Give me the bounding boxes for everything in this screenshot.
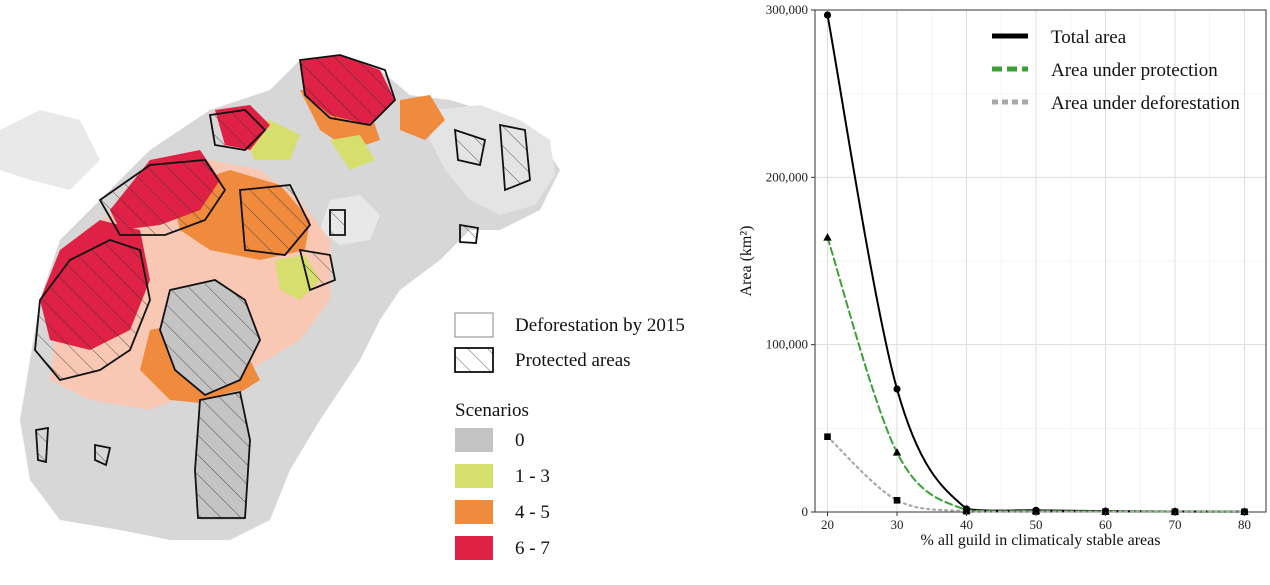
data-point	[823, 233, 832, 241]
chart-grid	[815, 9, 1266, 513]
data-point	[893, 496, 901, 504]
y-tick-label: 0	[802, 504, 809, 519]
legend-label-1: Area under protection	[1051, 60, 1218, 81]
chart-ticks: 20 30 40 50 60 70 80 0 100,000 200,000 300,000	[766, 2, 1251, 532]
scenario-label-4-5: 4 - 5	[515, 502, 550, 523]
deforestation-swatch	[454, 312, 494, 338]
scenarios-legend-title: Scenarios	[455, 400, 529, 421]
chart-legend: Total area Area under protection Area unde…	[992, 27, 1240, 114]
map-protected-areas	[34, 54, 531, 519]
map-legend: Deforestation by 2015 Protected areas Sc…	[454, 312, 685, 560]
area-chart-panel: 20 30 40 50 60 70 80 0 100,000 200,000 300,000 % a…	[730, 0, 1270, 580]
data-point	[1241, 508, 1248, 516]
data-point	[963, 507, 970, 515]
data-point	[1102, 508, 1109, 515]
chart-series	[823, 11, 1249, 516]
x-tick-label: 60	[1099, 517, 1112, 532]
deforestation-legend-label: Deforestation by 2015	[515, 315, 685, 336]
scenario-map: Deforestation by 2015 Protected areas Sc…	[0, 54, 685, 560]
x-tick-label: 50	[1029, 517, 1042, 532]
y-tick-label: 200,000	[766, 169, 808, 184]
y-tick-label: 100,000	[766, 337, 808, 352]
scenario-label-0: 0	[515, 430, 525, 451]
scenario-swatch-6-7	[455, 536, 493, 560]
x-tick-label: 80	[1238, 517, 1251, 532]
scenario-swatch-1-3	[455, 464, 493, 488]
data-point	[824, 433, 831, 440]
data-point	[823, 11, 832, 19]
legend-label-0: Total area	[1051, 27, 1127, 48]
y-axis-label: Area (km²)	[738, 226, 755, 297]
y-tick-label: 300,000	[766, 2, 808, 17]
legend-label-2: Area under deforestation	[1051, 93, 1240, 114]
data-point	[1171, 508, 1179, 516]
area-line-chart: 20 30 40 50 60 70 80 0 100,000 200,000 300,000 % a…	[738, 2, 1267, 549]
x-tick-label: 70	[1168, 517, 1181, 532]
x-tick-label: 40	[960, 517, 973, 532]
scenario-swatch-4-5	[455, 500, 493, 524]
scenario-swatch-0	[455, 428, 493, 452]
x-tick-label: 30	[891, 517, 904, 532]
series-area-under-deforestation	[824, 433, 1248, 516]
x-axis-label: % all guild in climaticaly stable areas	[921, 532, 1161, 549]
protected-areas-swatch	[454, 347, 494, 373]
x-tick-label: 20	[821, 517, 834, 532]
data-point	[892, 448, 902, 456]
data-point	[893, 385, 901, 393]
scenario-label-1-3: 1 - 3	[515, 466, 550, 487]
scenario-label-6-7: 6 - 7	[515, 538, 550, 559]
scenario-map-panel: Deforestation by 2015 Protected areas Sc…	[0, 54, 685, 560]
data-point	[1032, 508, 1040, 515]
protected-areas-legend-label: Protected areas	[515, 350, 631, 371]
